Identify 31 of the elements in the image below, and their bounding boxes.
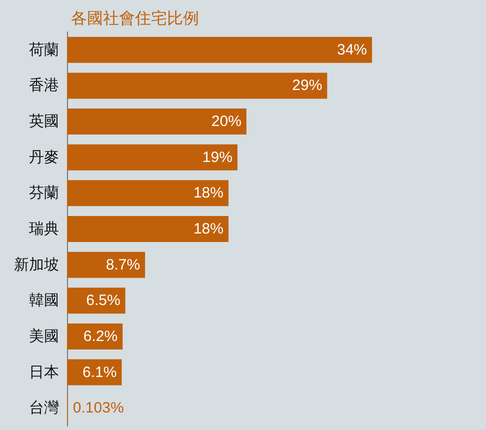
data-label: 8.7% — [106, 256, 140, 274]
data-label: 34% — [336, 41, 368, 58]
data-label: 19% — [202, 148, 232, 166]
y-tick-label: 丹麥 — [29, 148, 59, 166]
data-label: 6.5% — [86, 292, 120, 310]
y-tick-label: 台灣 — [29, 400, 59, 417]
bar — [67, 72, 328, 99]
bar — [67, 108, 246, 135]
y-tick-label: 瑞典 — [29, 220, 59, 238]
y-tick-label: 芬蘭 — [29, 184, 59, 202]
data-label: 18% — [193, 220, 224, 238]
bar — [67, 288, 126, 314]
y-tick-label: 韓國 — [29, 292, 59, 310]
bar — [67, 180, 228, 206]
bar — [67, 144, 238, 170]
data-label: 18% — [193, 184, 224, 202]
bar — [67, 36, 372, 63]
y-tick-label: 美國 — [29, 328, 59, 345]
bar — [67, 252, 146, 278]
bar — [67, 216, 228, 242]
data-label: 0.103% — [72, 400, 124, 417]
data-label: 6.1% — [82, 364, 117, 381]
y-tick-label: 日本 — [29, 364, 59, 381]
y-tick-label: 荷蘭 — [29, 41, 59, 58]
y-tick-label: 香港 — [29, 77, 59, 94]
data-label: 29% — [292, 77, 322, 94]
y-tick-label: 新加坡 — [14, 256, 59, 274]
chart-title: 各國社會住宅比例 — [71, 10, 199, 28]
data-label: 6.2% — [83, 328, 118, 345]
y-tick-label: 英國 — [29, 113, 59, 130]
data-label: 20% — [211, 113, 242, 130]
